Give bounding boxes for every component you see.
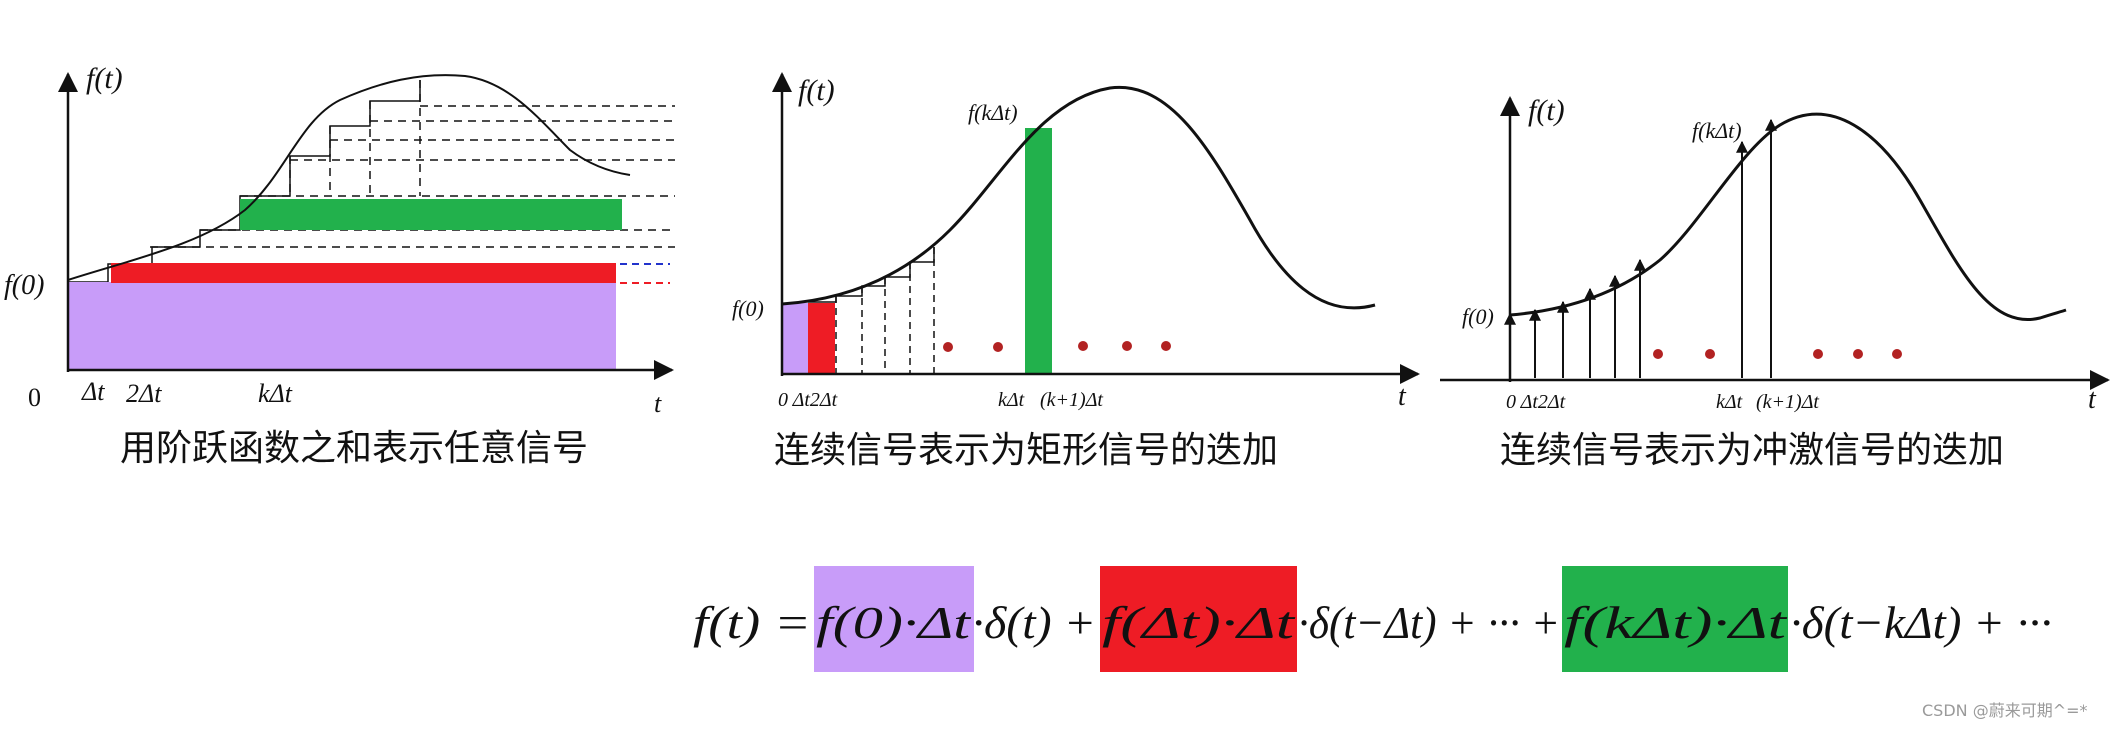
y-axis-label: f(t) xyxy=(86,62,123,95)
signal-curve-2 xyxy=(781,85,1376,310)
dashed-strips xyxy=(835,247,935,374)
panel-step-sum: f(t) t f(0) 0 Δt 2Δt kΔt 用阶跃函数之和表示任意信号 xyxy=(4,62,675,469)
panel-rectangle-sum: f(t) t f(0) f(kΔt) 0 Δt2Δt kΔt (k+1)Δt 连… xyxy=(732,72,1420,471)
f0-label: f(0) xyxy=(4,270,44,301)
ellipsis-dots xyxy=(943,341,1171,352)
purple-block xyxy=(68,282,616,370)
purple-strip xyxy=(782,303,808,374)
red-block xyxy=(111,263,616,283)
green-block xyxy=(240,199,622,230)
f0-label-2: f(0) xyxy=(732,296,764,321)
formula-term3: f(kΔt)·Δt xyxy=(1564,597,1788,648)
formula-red-box xyxy=(1100,566,1297,672)
caption-panel1: 用阶跃函数之和表示任意信号 xyxy=(120,428,588,469)
formula-delta2: ·δ(t−Δt) + ··· + xyxy=(1298,597,1560,648)
fkdt-label-3: f(kΔt) xyxy=(1692,118,1742,143)
formula-purple-box xyxy=(814,566,974,672)
x-axis-label: t xyxy=(654,389,662,418)
red-strip xyxy=(808,303,835,374)
fkdt-label-2: f(kΔt) xyxy=(968,100,1018,125)
tick-2dt: 2Δt xyxy=(126,379,162,408)
x-axis-label-3: t xyxy=(2088,384,2097,415)
signal-curve-3 xyxy=(1509,112,2067,321)
x-axis-label-2: t xyxy=(1398,381,1407,412)
ticks-left-2: 0 Δt2Δt xyxy=(778,389,838,411)
f0-label-3: f(0) xyxy=(1462,304,1494,329)
tick-kdt-3: kΔt xyxy=(1716,391,1743,413)
caption-panel2: 连续信号表示为矩形信号的迭加 xyxy=(774,430,1278,471)
tick-k1dt-2: (k+1)Δt xyxy=(1040,389,1103,411)
y-axis-label-3: f(t) xyxy=(1528,94,1565,127)
formula-delta3: ·δ(t−kΔt) + ··· xyxy=(1790,597,2052,648)
watermark: CSDN @蔚来可期^=* xyxy=(1922,701,2088,720)
tick-kdt: kΔt xyxy=(258,379,293,408)
tick-k1dt-3: (k+1)Δt xyxy=(1756,391,1819,413)
origin-label: 0 xyxy=(28,383,41,412)
tick-kdt-2: kΔt xyxy=(998,389,1025,411)
rect-strip-tops xyxy=(808,247,935,303)
green-strip xyxy=(1025,128,1052,374)
formula: f(t) = f(0)·Δt ·δ(t) + f(Δt)·Δt ·δ(t−Δt)… xyxy=(693,566,2052,672)
y-axis-label-2: f(t) xyxy=(798,74,835,107)
signal-curve xyxy=(67,74,631,281)
formula-lhs: f(t) = xyxy=(693,597,811,648)
ellipsis-dots-3 xyxy=(1653,349,1902,359)
panel-impulse-sum: f(t) t f(0) f(kΔt) 0 Δt2Δt kΔt (k+1)Δt 连… xyxy=(1440,94,2110,471)
formula-term1: f(0)·Δt xyxy=(816,597,972,648)
staircase-steps xyxy=(68,80,421,283)
tick-dt: Δt xyxy=(81,377,105,406)
formula-green-box xyxy=(1562,566,1788,672)
formula-term2: f(Δt)·Δt xyxy=(1102,597,1296,648)
caption-panel3: 连续信号表示为冲激信号的迭加 xyxy=(1500,430,2004,471)
formula-delta1: ·δ(t) + xyxy=(972,597,1096,648)
ticks-left-3: 0 Δt2Δt xyxy=(1506,391,1566,413)
impulse-arrows xyxy=(1504,118,1777,378)
